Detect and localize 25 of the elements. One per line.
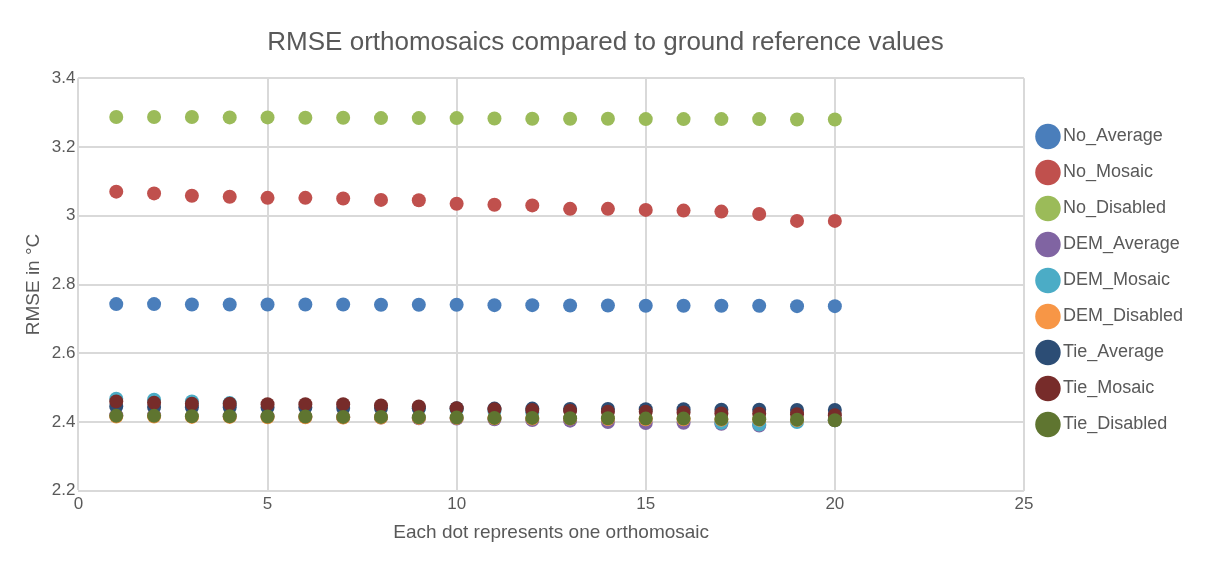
legend-label: DEM_Average — [1062, 233, 1180, 255]
chart-title: RMSE orthomosaics compared to ground reference values — [267, 25, 944, 56]
legend-label: Tie_Disabled — [1062, 413, 1168, 435]
x-tick-label: 25 — [1014, 493, 1034, 513]
legend-label: No_Mosaic — [1062, 161, 1153, 183]
x-axis-title: Each dot represents one orthomosaic — [393, 520, 710, 542]
x-tick-label: 15 — [636, 493, 656, 513]
y-axis-title: RMSE in °C — [21, 233, 43, 336]
x-tick-label: 20 — [825, 493, 845, 513]
legend-label: DEM_Mosaic — [1062, 269, 1170, 291]
y-tick-label: 2.4 — [51, 411, 76, 431]
x-tick-label: 5 — [262, 493, 273, 513]
x-tick-label: 10 — [447, 493, 467, 513]
legend-label: Tie_Mosaic — [1062, 377, 1155, 399]
legend-label: Tie_Average — [1062, 341, 1165, 363]
y-tick-label: 3.4 — [51, 67, 76, 87]
y-tick-label: 2.2 — [51, 480, 76, 500]
legend-label: No_Disabled — [1062, 197, 1167, 219]
y-tick-label: 3.2 — [51, 136, 76, 156]
x-tick-label: 0 — [73, 493, 84, 513]
y-tick-label: 2.6 — [51, 342, 76, 362]
legend-label: No_Average — [1062, 125, 1163, 147]
legend-label: DEM_Disabled — [1062, 305, 1184, 327]
y-tick-label: 3 — [65, 205, 76, 225]
y-tick-label: 2.8 — [51, 274, 76, 294]
